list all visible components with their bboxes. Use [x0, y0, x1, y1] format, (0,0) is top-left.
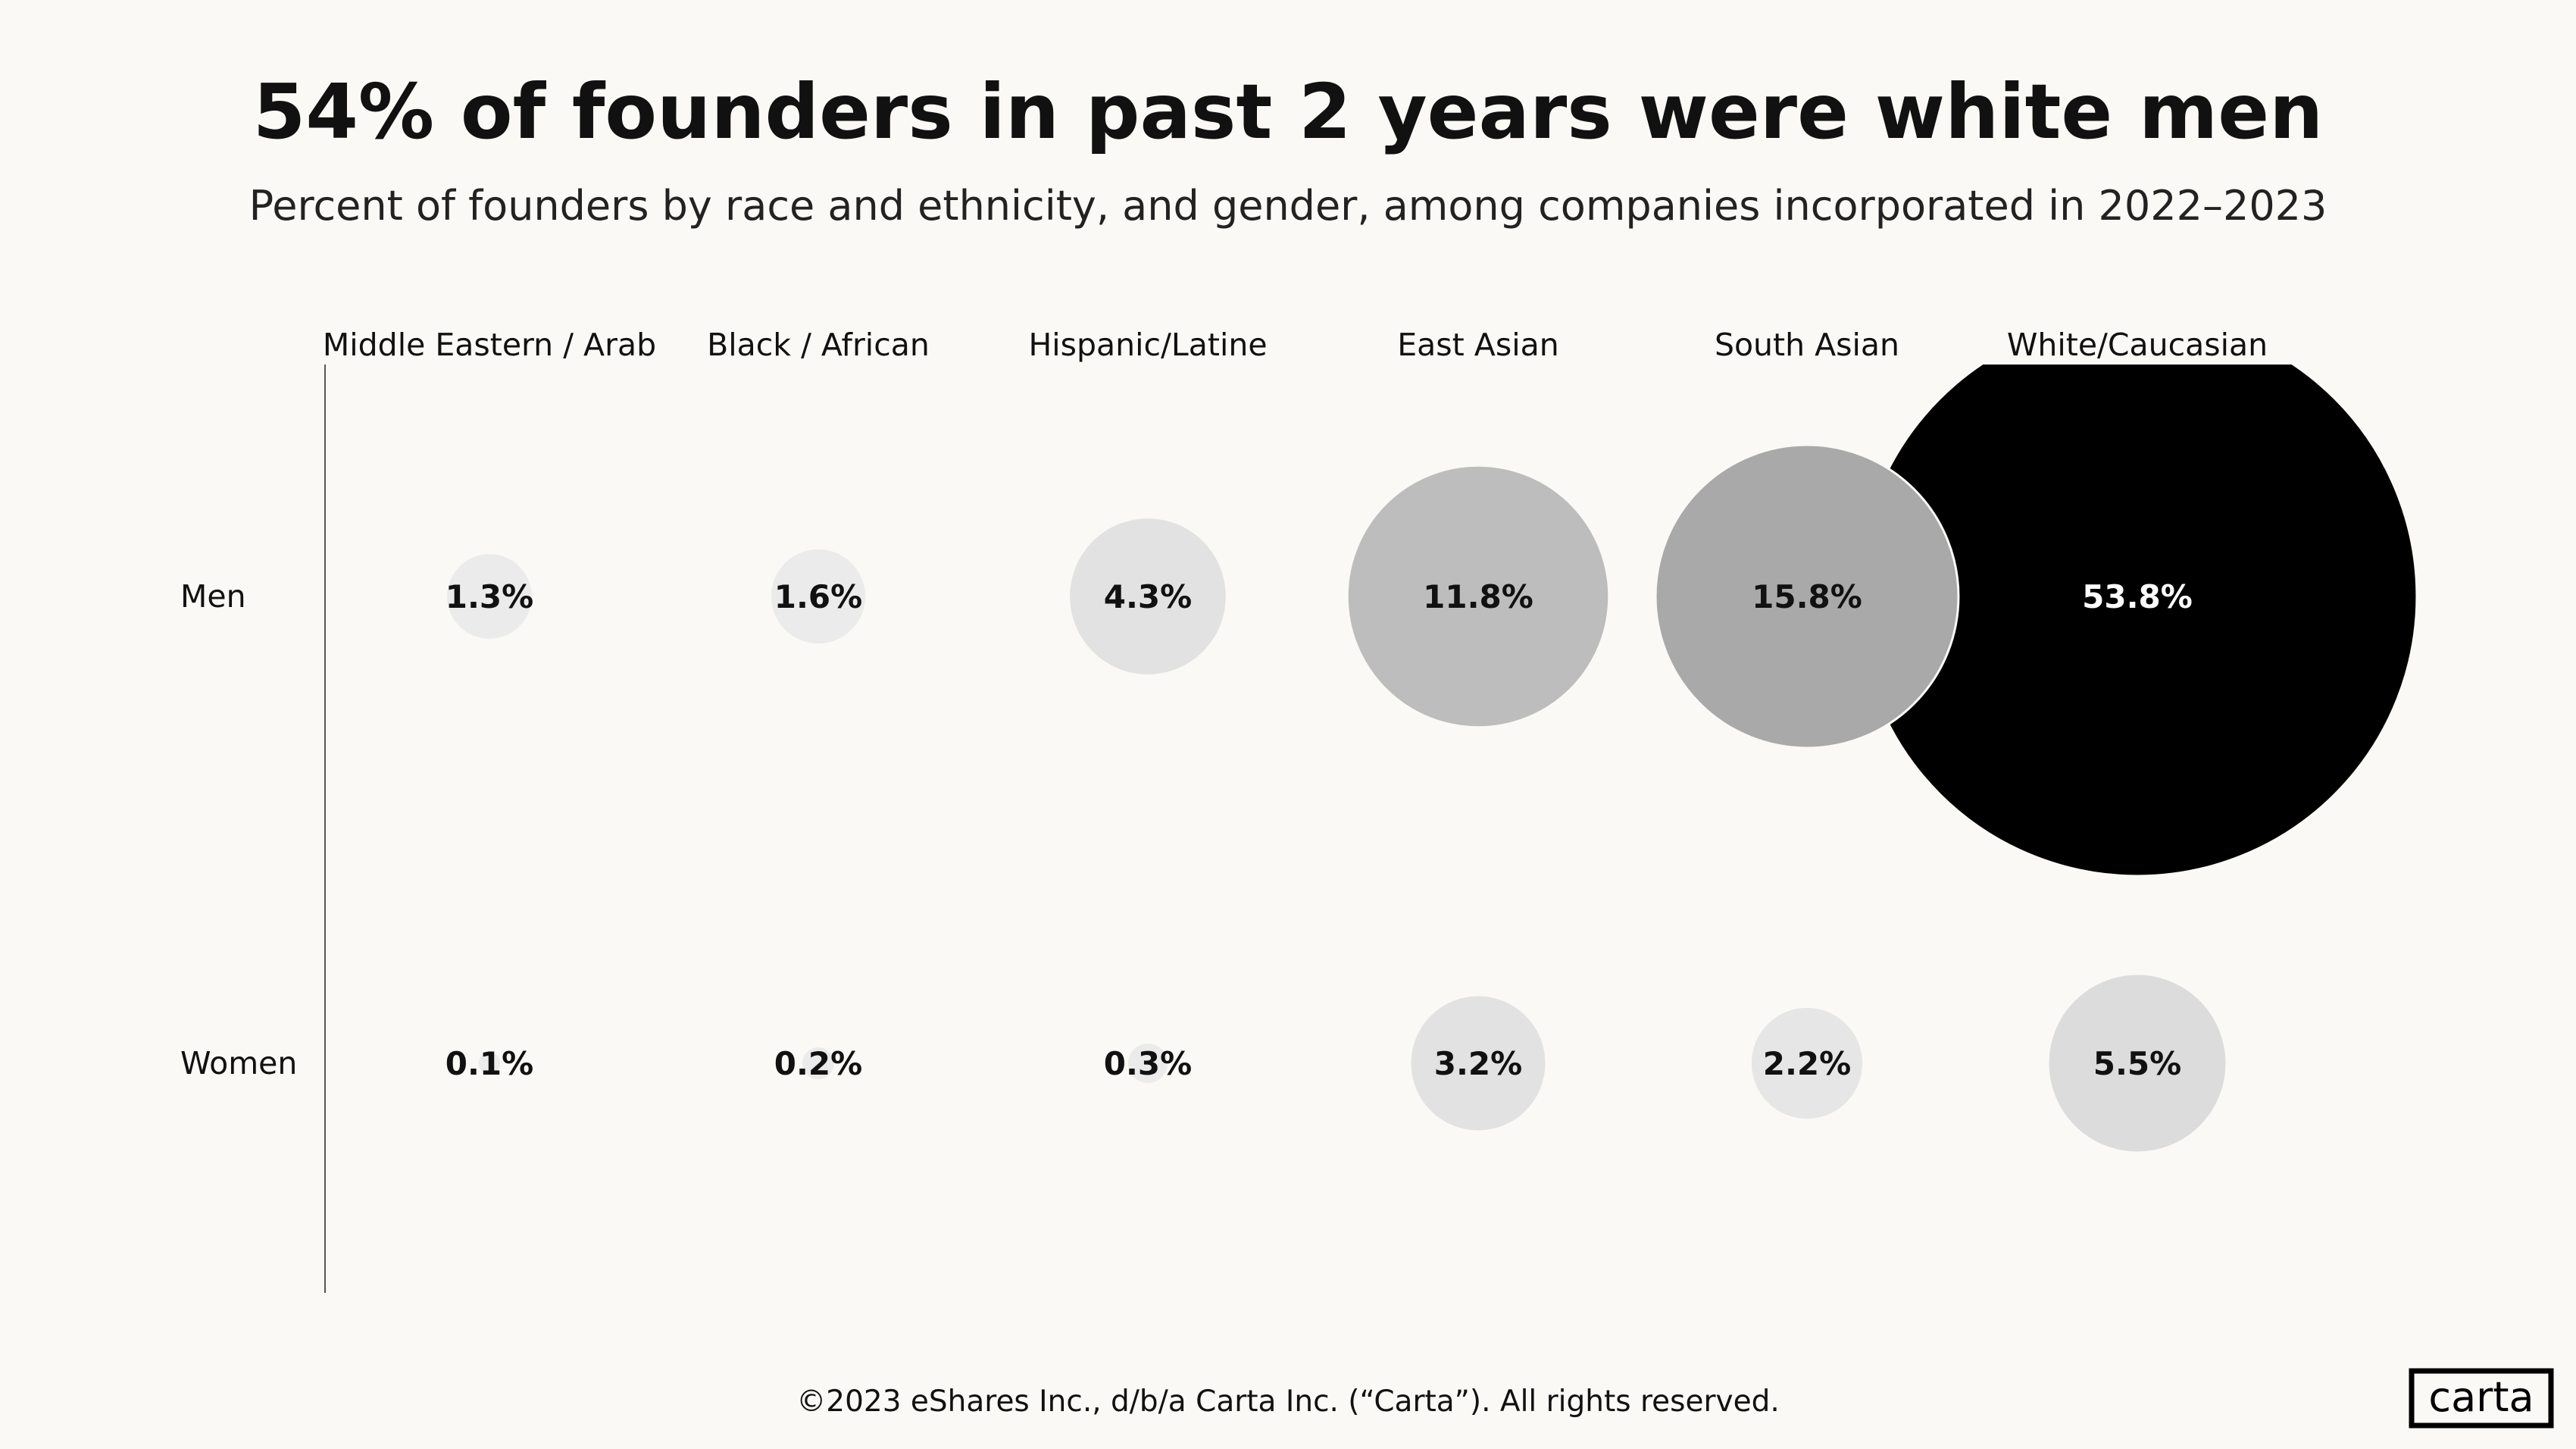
chart-title: 54% of founders in past 2 years were whi… — [253, 67, 2324, 156]
bubble — [1125, 1041, 1171, 1086]
data-label: 11.8% — [1423, 578, 1533, 615]
data-label: 0.2% — [774, 1045, 862, 1082]
bubble — [445, 552, 534, 641]
bubble — [1654, 443, 1960, 750]
bubble — [1408, 994, 1548, 1133]
column-header: Hispanic/Latine — [1028, 327, 1267, 363]
row-label: Men — [180, 578, 246, 615]
data-label: 0.1% — [445, 1045, 533, 1082]
data-label: 2.2% — [1763, 1045, 1851, 1082]
copyright-footer: ©2023 eShares Inc., d/b/a Carta Inc. (“C… — [796, 1385, 1780, 1419]
data-label: 53.8% — [2082, 578, 2193, 615]
svg-text:carta: carta — [2428, 1373, 2534, 1421]
data-label: 3.2% — [1434, 1045, 1522, 1082]
bubble — [1749, 1005, 1865, 1122]
column-header: South Asian — [1715, 327, 1899, 363]
data-label: 0.3% — [1104, 1045, 1192, 1082]
bubble — [2046, 972, 2228, 1154]
bubble — [1068, 516, 1228, 677]
bubble — [1346, 464, 1611, 729]
column-header: Middle Eastern / Arab — [323, 327, 656, 363]
column-header: Black / African — [707, 327, 930, 363]
bubble — [800, 1045, 836, 1081]
row-label: Women — [180, 1045, 297, 1081]
data-label: 15.8% — [1752, 578, 1862, 615]
bubble — [476, 1050, 503, 1077]
column-header: East Asian — [1397, 327, 1558, 363]
data-label: 1.6% — [774, 578, 862, 615]
data-label: 4.3% — [1104, 578, 1192, 615]
chart-subtitle: Percent of founders by race and ethnicit… — [249, 182, 2327, 230]
carta-logo: carta — [2409, 1368, 2554, 1429]
data-label: 1.3% — [445, 578, 533, 615]
data-label: 5.5% — [2093, 1045, 2181, 1082]
bubble — [768, 546, 868, 646]
column-header: White/Caucasian — [2007, 327, 2268, 363]
